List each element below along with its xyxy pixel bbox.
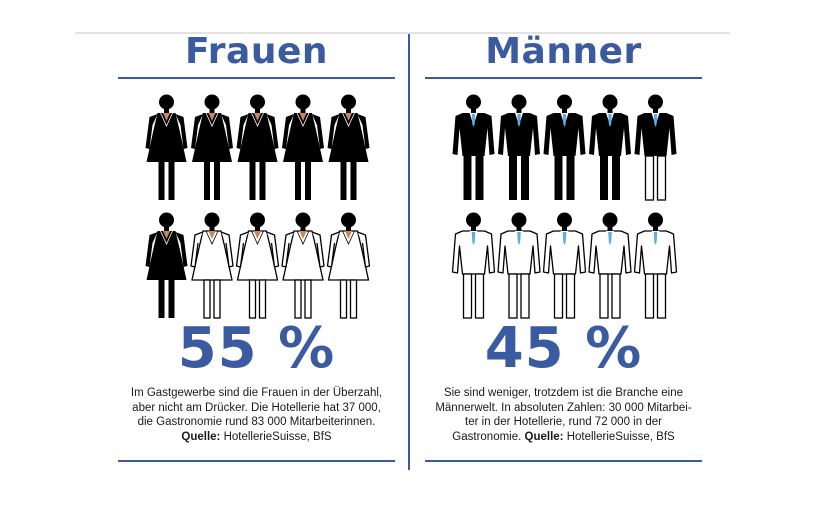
women-source: HotellerieSuisse, BfS: [220, 430, 332, 443]
woman-figure-icon: [145, 94, 188, 200]
women-desc-line-2: aber nicht am Drücker. Die Hotellerie ha…: [132, 401, 381, 414]
woman-figure-icon: [236, 94, 279, 200]
women-desc-line-3: die Gastronomie rund 83 000 Mitarbeiteri…: [137, 416, 376, 428]
women-title: Frauen: [184, 31, 328, 72]
woman-figure-icon: [145, 212, 188, 318]
men-source-label: Quelle:: [524, 430, 564, 443]
woman-figure-icon: [190, 212, 234, 319]
women-pictogram: [118, 92, 395, 322]
men-desc-line-3: ter in der Hotellerie, rund 72 000 in de…: [465, 416, 662, 428]
women-source-label: Quelle:: [181, 430, 221, 443]
women-bottom-rule: [118, 460, 395, 462]
woman-figure-icon: [327, 94, 370, 200]
men-top-rule: [425, 77, 702, 79]
men-percent: 45 %: [484, 316, 643, 381]
man-figure-icon: [543, 94, 586, 200]
women-source-line: Quelle: HotellerieSuisse, BfS: [118, 430, 395, 445]
women-top-rule: [118, 77, 395, 79]
man-figure-icon: [633, 212, 678, 319]
man-figure-icon: [542, 212, 587, 319]
woman-figure-icon: [326, 212, 371, 319]
women-description: Im Gastgewerbe sind die Frauen in der Üb…: [118, 386, 395, 444]
woman-figure-icon: [235, 212, 280, 319]
woman-figure-icon: [191, 94, 233, 200]
woman-figure-icon: [281, 212, 325, 319]
women-desc-line-1: Im Gastgewerbe sind die Frauen in der Üb…: [130, 387, 383, 399]
men-title: Männer: [485, 31, 642, 72]
man-figure-icon: [498, 94, 540, 200]
men-bottom-rule: [425, 460, 702, 462]
women-percent: 55 %: [177, 316, 336, 381]
men-source: HotellerieSuisse, BfS: [563, 430, 675, 443]
men-desc-line-1: Sie sind weniger, trotzdem ist die Branc…: [443, 387, 684, 399]
woman-figure-icon: [282, 94, 324, 200]
man-figure-icon: [634, 94, 677, 201]
man-figure-icon: [451, 212, 496, 319]
men-description: Sie sind weniger, trotzdem ist die Branc…: [425, 386, 702, 444]
man-figure-icon: [588, 212, 632, 319]
man-figure-icon: [589, 94, 631, 200]
man-figure-icon: [452, 94, 495, 200]
men-desc-tail: Gastronomie.: [452, 430, 525, 443]
men-pictogram: [425, 92, 702, 322]
men-desc-line-2: Männerwelt. In absoluten Zahlen: 30 000 …: [435, 401, 692, 414]
men-desc-line-4: Gastronomie. Quelle: HotellerieSuisse, B…: [425, 430, 702, 445]
center-divider: [408, 34, 410, 470]
top-rule: [75, 32, 730, 34]
man-figure-icon: [497, 212, 541, 319]
